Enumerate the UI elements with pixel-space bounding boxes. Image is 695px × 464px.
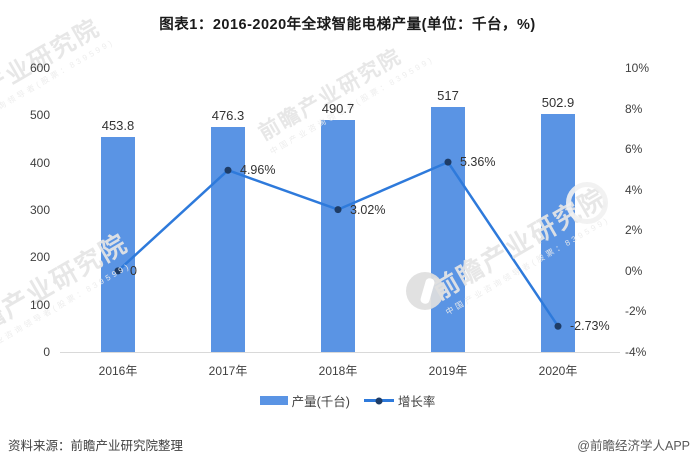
y-axis-right-tick: 8% xyxy=(625,101,643,116)
x-axis-line xyxy=(60,352,620,353)
legend: 产量(千台) 增长率 xyxy=(0,391,695,410)
footer: 资料来源：前瞻产业研究院整理 @前瞻经济学人APP xyxy=(0,435,695,454)
bar-value-label: 517 xyxy=(437,88,459,104)
x-axis-label: 2019年 xyxy=(428,364,468,378)
legend-label-growth: 增长率 xyxy=(397,395,436,409)
y-axis-right-tick: 6% xyxy=(625,142,643,157)
y-axis-right-tick: 4% xyxy=(625,182,643,197)
line-swatch-dot-icon xyxy=(375,397,383,404)
y-axis-right-tick: -2% xyxy=(625,304,647,319)
bar-value-label: 453.8 xyxy=(101,118,135,134)
production-bar xyxy=(431,107,465,352)
growth-rate-label: 0 xyxy=(130,263,137,278)
growth-rate-label: -2.73% xyxy=(570,319,610,334)
y-axis-left-tick: 500 xyxy=(29,108,50,123)
production-bar xyxy=(211,126,245,352)
line-swatch-icon xyxy=(363,397,394,404)
production-bar xyxy=(541,113,575,352)
x-axis-label: 2018年 xyxy=(318,364,358,378)
y-axis-left-tick: 400 xyxy=(29,155,50,170)
x-axis-label: 2017年 xyxy=(208,364,248,378)
growth-rate-label: 3.02% xyxy=(350,202,386,217)
y-axis-left-tick: 0 xyxy=(43,345,50,359)
y-axis-right-tick: -4% xyxy=(625,345,647,359)
legend-item-production: 产量(千台) xyxy=(259,391,350,410)
credit-text: @前瞻经济学人APP xyxy=(577,439,690,453)
source-text: 资料来源：前瞻产业研究院整理 xyxy=(8,439,184,453)
y-axis-right-tick: 0% xyxy=(625,263,643,278)
bar-swatch-icon xyxy=(259,396,288,405)
growth-rate-label: 4.96% xyxy=(240,163,276,178)
bar-value-label: 476.3 xyxy=(211,107,245,123)
x-axis-label: 2020年 xyxy=(538,364,578,378)
chart-title: 图表1：2016-2020年全球智能电梯产量(单位：千台，%) xyxy=(159,17,536,33)
production-bar xyxy=(321,119,355,352)
y-axis-left-tick: 300 xyxy=(29,203,50,217)
legend-item-growth: 增长率 xyxy=(363,391,436,410)
y-axis-right-tick: 2% xyxy=(625,223,643,238)
y-axis-left-tick: 100 xyxy=(29,297,50,312)
growth-rate-label: 5.36% xyxy=(460,155,496,170)
bar-value-label: 490.7 xyxy=(321,100,355,116)
bar-value-label: 502.9 xyxy=(541,94,575,110)
production-bar xyxy=(101,137,135,352)
y-axis-left-tick: 200 xyxy=(29,250,50,265)
y-axis-left-tick: 600 xyxy=(29,61,50,75)
legend-label-production: 产量(千台) xyxy=(291,395,350,409)
y-axis-right-tick: 10% xyxy=(625,61,650,75)
x-axis-label: 2016年 xyxy=(98,364,138,378)
